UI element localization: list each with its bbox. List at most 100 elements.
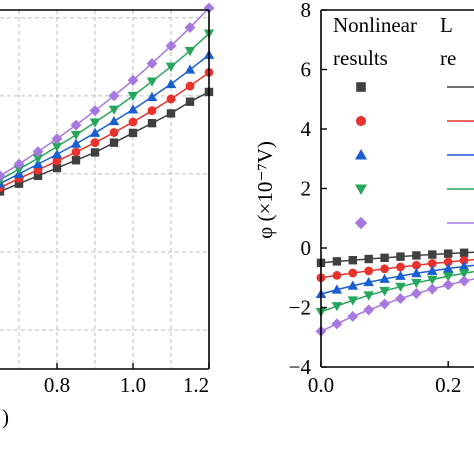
right-series-2-point-9 [458,261,470,271]
left-series-1-point-9 [166,94,176,104]
legend-marker-4 [354,216,368,230]
left-series-0-point-0 [0,187,5,196]
right-series-0-point-1 [332,257,342,266]
right-y-tick-label-0: −4 [289,355,312,379]
left-series-4-point-6 [108,90,120,102]
right-y-tick-label-1: −2 [289,296,311,320]
right-series-4-point-8 [442,279,454,291]
left-series-0-point-7 [128,128,138,138]
left-series-3-point-10 [184,47,196,57]
left-tick-labels: 0.8 1.0 1.2 [44,373,209,397]
left-series-1-point-7 [128,117,138,127]
legend: Nonlinear results L re [333,13,474,230]
left-series-0-point-6 [109,138,119,147]
right-ticks [320,9,449,368]
left-frame [0,9,210,370]
right-series-4-point-7 [426,283,438,295]
right-plot: −4 −2 0 2 4 6 8 0.0 0.2 φ (×10⁻⁷V) Nonlinear res… [253,0,474,397]
legend-header-nonlinear-line1: Nonlinear [333,13,417,37]
left-series-2-point-7 [127,104,139,114]
left-series-1-point-10 [185,81,195,91]
left-series-3-line [0,32,210,181]
right-series-1-point-1 [332,270,342,280]
right-y-tick-label-4: 4 [301,117,312,141]
legend-header-linear-line2: re [440,46,456,70]
left-series-0-point-2 [33,171,43,181]
right-series-0-point-9 [459,248,469,257]
right-y-axis-title: φ (×10⁻⁷V) [253,141,277,239]
right-series-0-point-3 [364,254,373,264]
right-series-2-point-2 [347,280,359,290]
left-series-3-point-8 [146,77,158,87]
left-series-2-point-8 [146,91,158,101]
right-series-3-point-3 [363,291,374,301]
right-tick-labels: −4 −2 0 2 4 6 8 0.0 0.2 [289,0,462,397]
legend-marker-3 [355,184,367,195]
right-series-2-point-5 [395,270,406,280]
right-series-2-point-8 [442,263,454,273]
left-series-0-point-3 [52,163,62,173]
left-series-4-point-8 [146,57,158,69]
left-series-1-point-5 [90,138,100,148]
right-series-4-point-1 [331,318,343,330]
right-series-4-point-4 [379,298,391,310]
left-x-tick-label-2: 1.2 [183,373,209,397]
left-series-4-point-10 [184,22,196,34]
right-y-tick-label-6: 8 [301,0,312,22]
right-series-1-point-9 [459,256,469,265]
right-series-2-point-4 [379,273,390,283]
legend-entries [354,82,474,230]
left-series-3-point-9 [165,62,177,72]
left-series-2-line [0,54,210,185]
left-plot: 0.8 1.0 1.2 ) [0,2,215,429]
right-series-3-point-4 [379,286,390,297]
left-series-3-point-2 [32,154,44,164]
right-series-1-point-7 [427,259,437,268]
left-series-4-point-9 [165,40,177,52]
right-series-4-point-9 [458,275,470,287]
right-series-0-point-2 [348,255,357,265]
left-series-3-point-7 [127,91,139,102]
right-x-tick-label-0: 0.0 [308,373,334,397]
right-markers [315,248,470,337]
right-series-1-point-5 [396,262,405,272]
left-series-4-point-5 [89,105,101,117]
left-series-4-line [0,7,210,177]
left-series-0-point-5 [90,148,100,157]
left-series-0-point-4 [71,156,81,165]
right-series-1-point-6 [411,260,421,270]
left-series-4-point-0 [0,170,6,182]
left-grid [0,10,209,369]
right-series-4-point-2 [347,310,359,322]
right-y-tick-label-3: 2 [301,177,312,201]
right-series-1-point-4 [380,264,390,274]
left-series-1-line [0,71,210,189]
left-series-3-point-5 [89,118,101,128]
left-series-1-point-6 [109,128,119,137]
left-series-0-point-8 [147,118,157,128]
right-series-3-point-8 [442,272,454,282]
left-series-1-point-4 [71,147,81,157]
right-series-2-point-6 [411,268,422,278]
right-series-3-point-2 [347,296,359,306]
right-series-4-point-6 [410,288,422,299]
right-series-3-point-6 [411,278,422,289]
left-series-2-point-5 [89,127,101,137]
left-series-4-point-3 [51,133,63,145]
right-series-0-point-6 [412,251,421,260]
left-x-tick-label-1: 1.0 [120,373,146,397]
left-series-2-point-6 [108,115,120,126]
legend-marker-0 [356,82,366,92]
left-x-tick-label-0: 0.8 [44,373,70,397]
right-series-4-point-3 [363,304,375,316]
right-series-2-point-7 [427,265,438,275]
left-series-0-line [0,91,210,193]
right-series-0-point-7 [428,250,437,259]
left-series-4-point-11 [203,2,215,14]
left-series-1-point-3 [52,156,62,166]
left-ticks [56,363,210,369]
left-x-axis-title: ) [2,405,9,429]
right-x-tick-label-1: 0.2 [435,373,461,397]
left-series-2-point-3 [51,149,63,159]
